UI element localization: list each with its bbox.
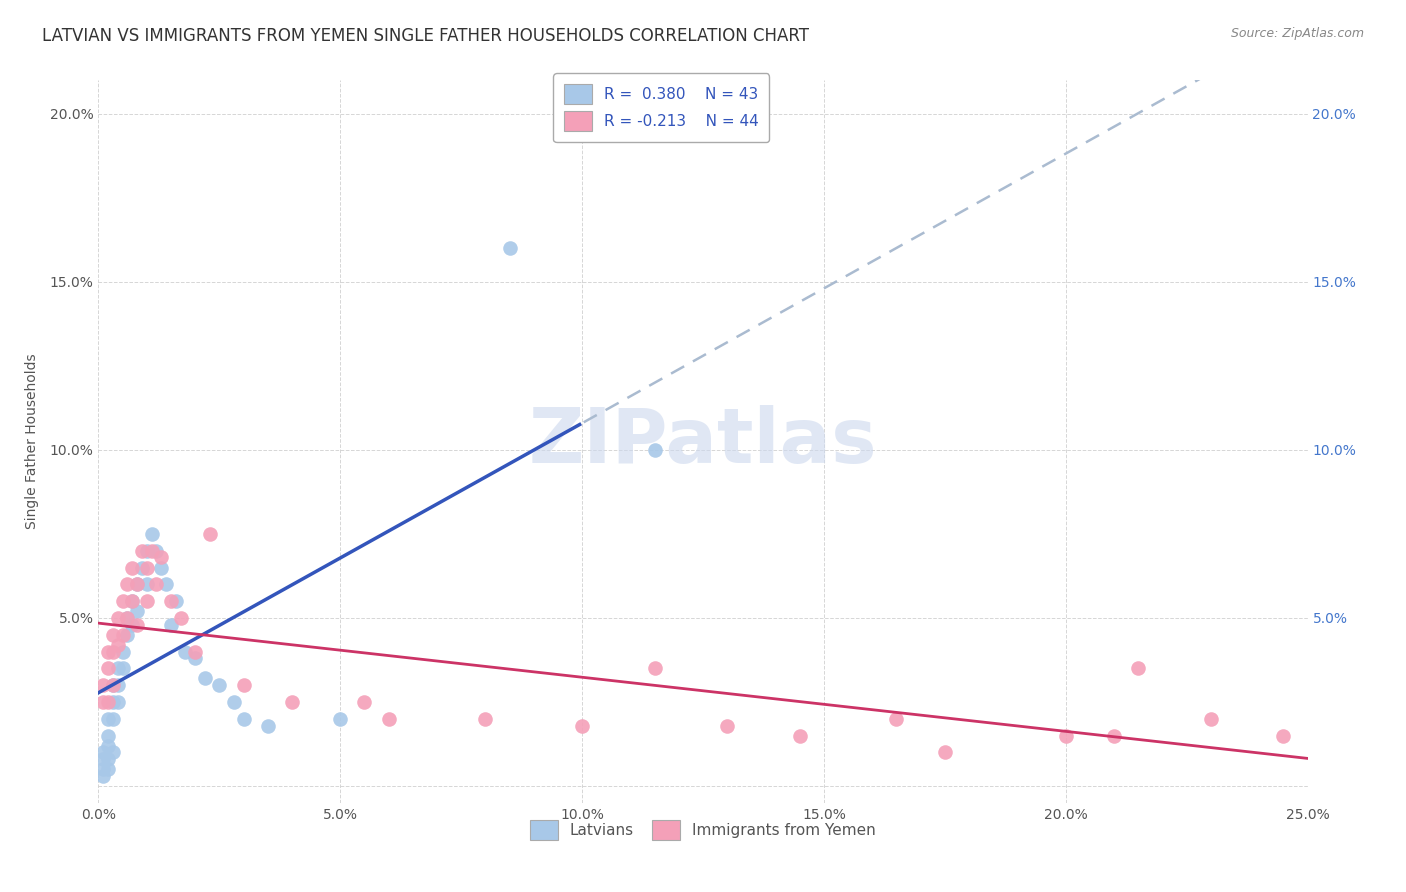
Point (121, 594, 143, 608)
Point (127, 577, 149, 591)
Point (789, 729, 811, 743)
Point (145, 543, 167, 558)
Point (91, 752, 114, 766)
Point (150, 560, 173, 574)
Point (101, 712, 124, 726)
Point (150, 550, 173, 565)
Point (111, 628, 134, 642)
Point (169, 611, 191, 625)
Point (101, 644, 124, 658)
Point (97, 661, 120, 675)
Point (101, 628, 124, 642)
Point (111, 661, 134, 675)
Point (184, 651, 207, 665)
Point (135, 560, 157, 574)
Point (91, 762, 114, 776)
Point (1272, 729, 1295, 743)
Point (135, 543, 157, 558)
Point (198, 527, 221, 541)
Point (121, 594, 143, 608)
Point (232, 678, 254, 692)
Point (886, 712, 908, 726)
Point (145, 577, 167, 591)
Point (498, 241, 520, 255)
Point (101, 678, 124, 692)
Point (281, 695, 304, 709)
Point (1054, 729, 1077, 743)
Point (107, 678, 129, 692)
Point (1102, 729, 1125, 743)
Point (194, 672, 217, 686)
Point (222, 695, 245, 709)
Point (97, 752, 120, 766)
Point (121, 617, 143, 632)
Point (127, 604, 149, 618)
Text: LATVIAN VS IMMIGRANTS FROM YEMEN SINGLE FATHER HOUSEHOLDS CORRELATION CHART: LATVIAN VS IMMIGRANTS FROM YEMEN SINGLE … (42, 27, 810, 45)
Point (107, 661, 129, 675)
Point (91, 695, 114, 709)
Point (232, 712, 254, 726)
Point (101, 745, 124, 759)
Point (934, 745, 956, 759)
Point (107, 638, 129, 652)
Point (474, 712, 496, 726)
Point (91, 769, 114, 783)
Point (353, 695, 375, 709)
Point (155, 577, 177, 591)
Point (97, 739, 120, 753)
Point (135, 577, 157, 591)
Point (97, 762, 120, 776)
Point (716, 718, 738, 732)
Point (644, 442, 666, 457)
Point (117, 611, 139, 625)
Point (111, 644, 134, 658)
Point (329, 712, 352, 726)
Point (208, 678, 231, 692)
Point (107, 611, 129, 625)
Point (101, 695, 124, 709)
Text: Source: ZipAtlas.com: Source: ZipAtlas.com (1230, 27, 1364, 40)
Point (377, 712, 399, 726)
Point (97, 644, 120, 658)
Point (141, 527, 163, 541)
Point (97, 695, 120, 709)
Point (97, 729, 120, 743)
Point (121, 560, 143, 574)
Point (141, 543, 163, 558)
Point (256, 718, 278, 732)
Y-axis label: Single Father Households: Single Father Households (24, 354, 38, 529)
Point (1128, 661, 1150, 675)
Point (131, 560, 153, 574)
Point (117, 628, 139, 642)
Point (160, 594, 183, 608)
Point (91, 745, 114, 759)
Point (101, 678, 124, 692)
Point (91, 678, 114, 692)
Point (111, 594, 134, 608)
Text: ZIPatlas: ZIPatlas (529, 405, 877, 478)
Point (165, 594, 187, 608)
Point (107, 695, 129, 709)
Point (97, 712, 120, 726)
Legend: Latvians, Immigrants from Yemen: Latvians, Immigrants from Yemen (524, 814, 882, 846)
Point (117, 611, 139, 625)
Point (131, 543, 153, 558)
Point (174, 644, 197, 658)
Point (127, 617, 149, 632)
Point (135, 594, 157, 608)
Point (1199, 712, 1222, 726)
Point (127, 577, 149, 591)
Point (117, 577, 139, 591)
Point (644, 661, 666, 675)
Point (571, 718, 593, 732)
Point (160, 617, 183, 632)
Point (184, 644, 207, 658)
